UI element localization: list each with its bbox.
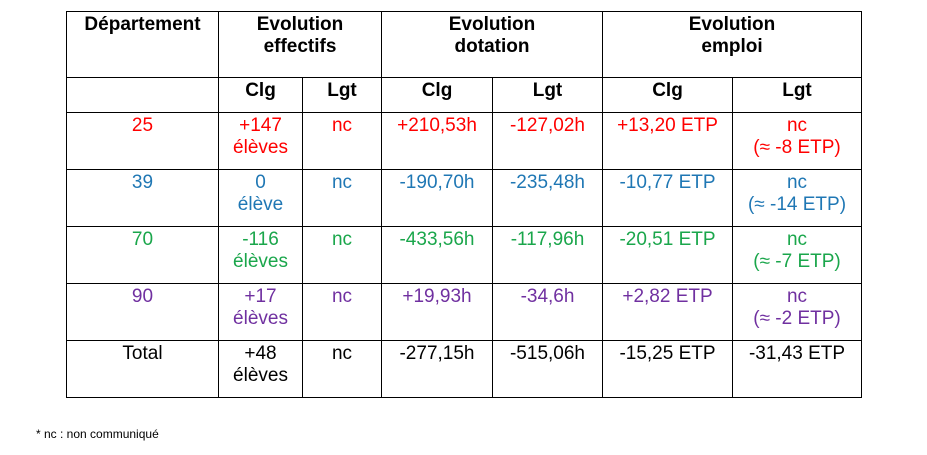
cell-effectifs-clg-line1: +48 [244, 343, 277, 364]
cell-emploi-lgt: -31,43 ETP [732, 340, 862, 398]
header-dotation-line1: Evolution [448, 14, 536, 35]
header-emploi-line1: Evolution [688, 14, 776, 35]
cell-dotation-clg: -433,56h [381, 226, 493, 284]
cell-effectifs-clg-line2: élèves [233, 251, 288, 272]
table-body: 25 +147 élèves nc +210,53h -127,02h +13,20 ETP… [66, 112, 862, 398]
cell-emploi-clg: -15,25 ETP [602, 340, 733, 398]
cell-effectifs-clg: +147 élèves [218, 112, 303, 170]
cell-emploi-lgt: nc (≈ -7 ETP) [732, 226, 862, 284]
cell-emploi-lgt-line1: nc [786, 172, 808, 193]
cell-emploi-lgt-line2: (≈ -2 ETP) [753, 308, 841, 329]
cell-emploi-clg: -10,77 ETP [602, 169, 733, 227]
cell-dotation-clg: +19,93h [381, 283, 493, 341]
cell-effectifs-lgt: nc [302, 340, 382, 398]
header-row-sub: Clg Lgt Clg Lgt Clg Lgt [66, 77, 862, 113]
department-evolution-table: Département Evolution effectifs Evolutio… [66, 11, 862, 398]
cell-dotation-lgt: -235,48h [492, 169, 603, 227]
cell-effectifs-clg: +17 élèves [218, 283, 303, 341]
cell-emploi-lgt-line2: (≈ -7 ETP) [753, 251, 841, 272]
footnote: * nc : non communiqué [36, 427, 159, 441]
cell-dotation-lgt: -34,6h [492, 283, 603, 341]
header-effectifs-line2: effectifs [263, 36, 337, 57]
cell-dotation-lgt: -117,96h [492, 226, 603, 284]
header-evolution-effectifs: Evolution effectifs [218, 11, 382, 78]
cell-emploi-lgt-line1: nc [786, 229, 808, 250]
cell-effectifs-clg: -116 élèves [218, 226, 303, 284]
cell-effectifs-lgt: nc [302, 283, 382, 341]
subheader-effectifs-clg: Clg [218, 77, 303, 113]
cell-effectifs-lgt: nc [302, 112, 382, 170]
cell-effectifs-clg: +48 élèves [218, 340, 303, 398]
cell-departement: 70 [66, 226, 219, 284]
cell-emploi-lgt-line2: (≈ -14 ETP) [747, 194, 847, 215]
header-row-main: Département Evolution effectifs Evolutio… [66, 11, 862, 78]
cell-effectifs-lgt: nc [302, 226, 382, 284]
cell-effectifs-lgt: nc [302, 169, 382, 227]
cell-dotation-clg: +210,53h [381, 112, 493, 170]
cell-dotation-clg: -277,15h [381, 340, 493, 398]
cell-emploi-lgt-line2: (≈ -8 ETP) [753, 137, 841, 158]
subheader-emploi-lgt: Lgt [732, 77, 862, 113]
header-evolution-dotation: Evolution dotation [381, 11, 603, 78]
cell-effectifs-clg-line2: élèves [233, 137, 288, 158]
cell-emploi-clg: +2,82 ETP [602, 283, 733, 341]
cell-emploi-clg: -20,51 ETP [602, 226, 733, 284]
table-row: 25 +147 élèves nc +210,53h -127,02h +13,20 ETP… [66, 112, 862, 170]
header-empty-cell [66, 77, 219, 113]
cell-effectifs-clg-line2: élève [237, 194, 284, 215]
subheader-dotation-lgt: Lgt [492, 77, 603, 113]
cell-emploi-clg: +13,20 ETP [602, 112, 733, 170]
subheader-dotation-clg: Clg [381, 77, 493, 113]
cell-emploi-lgt: nc (≈ -2 ETP) [732, 283, 862, 341]
cell-effectifs-clg-line1: -116 [242, 229, 279, 250]
table-row: 70 -116 élèves nc -433,56h -117,96h -20,51 ETP… [66, 226, 862, 284]
header-departement: Département [66, 11, 219, 78]
subheader-effectifs-lgt: Lgt [302, 77, 382, 113]
cell-departement: 25 [66, 112, 219, 170]
cell-effectifs-clg-line2: élèves [233, 365, 288, 386]
header-dotation-line2: dotation [454, 36, 530, 57]
header-emploi-line2: emploi [701, 36, 763, 57]
subheader-emploi-clg: Clg [602, 77, 733, 113]
cell-emploi-lgt: nc (≈ -8 ETP) [732, 112, 862, 170]
cell-effectifs-clg-line1: +17 [244, 286, 277, 307]
cell-dotation-lgt: -515,06h [492, 340, 603, 398]
table-row: Total +48 élèves nc -277,15h -515,06h -15,25 E… [66, 340, 862, 398]
header-evolution-emploi: Evolution emploi [602, 11, 862, 78]
cell-effectifs-clg-line1: +147 [239, 115, 282, 136]
cell-effectifs-clg: 0 élève [218, 169, 303, 227]
cell-departement: Total [66, 340, 219, 398]
cell-departement: 39 [66, 169, 219, 227]
cell-effectifs-clg-line1: 0 [255, 172, 266, 193]
cell-departement: 90 [66, 283, 219, 341]
header-effectifs-line1: Evolution [256, 14, 344, 35]
cell-emploi-lgt-line1: nc [786, 115, 808, 136]
table-row: 90 +17 élèves nc +19,93h -34,6h +2,82 ETP nc (≈ … [66, 283, 862, 341]
table-row: 39 0 élève nc -190,70h -235,48h -10,77 ETP nc (≈… [66, 169, 862, 227]
cell-emploi-lgt-line1: nc [786, 286, 808, 307]
cell-dotation-clg: -190,70h [381, 169, 493, 227]
cell-emploi-lgt: nc (≈ -14 ETP) [732, 169, 862, 227]
cell-dotation-lgt: -127,02h [492, 112, 603, 170]
cell-effectifs-clg-line2: élèves [233, 308, 288, 329]
